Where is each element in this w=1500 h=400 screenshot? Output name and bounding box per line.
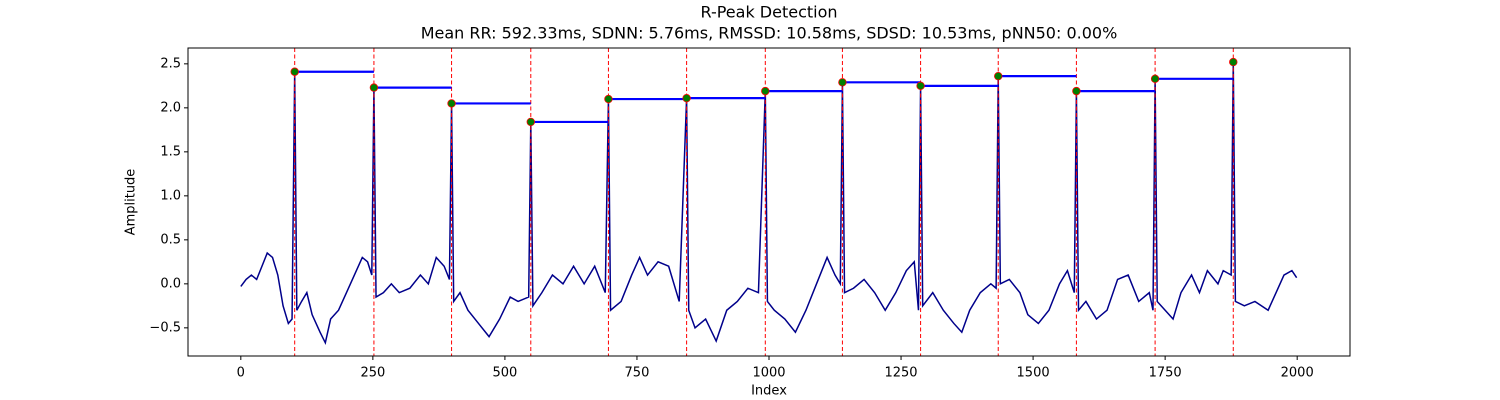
y-tick-label: −0.5 <box>149 320 181 335</box>
chart-subtitle: Mean RR: 592.33ms, SDNN: 5.76ms, RMSSD: … <box>421 24 1118 43</box>
chart-title: R-Peak Detection <box>700 3 837 22</box>
y-axis-label: Amplitude <box>124 169 139 236</box>
x-tick-label: 250 <box>360 366 385 381</box>
x-tick-label: 2000 <box>1281 366 1314 381</box>
x-tick-label: 0 <box>237 366 245 381</box>
y-tick-label: 0.0 <box>160 276 181 291</box>
r-peak <box>1150 74 1160 83</box>
r-peak <box>369 83 379 92</box>
r-peak <box>290 67 299 76</box>
x-tick-label: 1750 <box>1149 366 1182 381</box>
r-peak <box>447 99 456 108</box>
r-peak <box>682 93 691 103</box>
x-tick-label: 500 <box>492 366 517 381</box>
x-axis-label: Index <box>751 384 787 399</box>
y-tick-label: 2.0 <box>160 100 181 115</box>
x-tick-label: 750 <box>625 366 650 381</box>
r-peak <box>838 78 847 87</box>
y-tick-label: 1.5 <box>160 144 181 159</box>
r-peak <box>761 86 770 96</box>
r-peak <box>994 71 1003 81</box>
r-peak <box>604 94 613 104</box>
y-tick-label: 0.5 <box>160 232 181 247</box>
plot-frame <box>187 47 1351 357</box>
x-tick-label: 1500 <box>1017 366 1050 381</box>
r-peak <box>526 117 535 127</box>
x-tick-label: 1000 <box>752 366 785 381</box>
r-peak <box>916 81 925 91</box>
x-tick-label: 1250 <box>884 366 917 381</box>
signal-line <box>240 62 1298 346</box>
r-peak <box>1229 57 1238 67</box>
y-tick-label: 1.0 <box>160 188 181 203</box>
y-tick-label: 2.5 <box>160 56 181 71</box>
r-peak <box>1072 86 1081 96</box>
